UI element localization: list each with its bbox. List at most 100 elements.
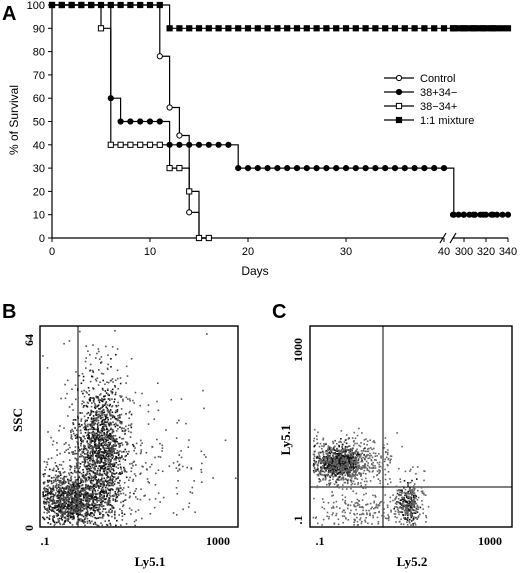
flow-b-event bbox=[58, 488, 60, 491]
flow-b-event bbox=[100, 410, 102, 413]
flow-b-event bbox=[107, 437, 109, 439]
flow-b-event bbox=[43, 482, 45, 485]
flow-b-event bbox=[110, 448, 113, 451]
flow-b-event bbox=[57, 508, 60, 511]
flow-b-event bbox=[108, 445, 110, 448]
flow-b-event bbox=[84, 420, 87, 423]
flow-b-event bbox=[80, 432, 82, 434]
flow-c-event bbox=[322, 456, 325, 458]
flow-b-event bbox=[61, 504, 64, 507]
flow-c-event bbox=[340, 470, 343, 473]
flow-b-event bbox=[113, 476, 116, 478]
flow-b-event bbox=[119, 450, 121, 452]
flow-b-event bbox=[91, 499, 94, 501]
flow-b-event bbox=[79, 471, 81, 474]
flow-b-event bbox=[92, 479, 95, 482]
flow-b-event bbox=[97, 503, 99, 506]
flow-b-event bbox=[64, 482, 66, 484]
flow-b-event bbox=[88, 493, 90, 496]
flow-b-event bbox=[102, 440, 105, 442]
flow-c-event bbox=[330, 446, 332, 449]
flow-b-event bbox=[111, 451, 113, 454]
legend-label-mixture: 1:1 mixture bbox=[420, 115, 474, 127]
flow-c-event bbox=[332, 466, 334, 468]
flow-c-event bbox=[338, 441, 340, 443]
flow-c-event bbox=[414, 524, 417, 526]
flow-c-event bbox=[335, 468, 338, 470]
flow-b-event bbox=[52, 517, 54, 520]
flow-b-event bbox=[180, 450, 182, 452]
flow-b-event bbox=[89, 370, 91, 372]
flow-b-event bbox=[84, 524, 86, 527]
flow-b-event bbox=[86, 520, 89, 523]
flow-b-event bbox=[132, 445, 135, 448]
flow-b-event bbox=[94, 438, 97, 441]
flow-b-event bbox=[55, 480, 57, 483]
flow-b-event bbox=[96, 428, 99, 431]
flow-b-event bbox=[75, 488, 77, 490]
flow-b-event bbox=[42, 355, 44, 357]
flow-b-event bbox=[64, 491, 67, 493]
flow-c-event bbox=[407, 481, 409, 484]
flow-c-event bbox=[339, 486, 341, 488]
flow-c-event bbox=[332, 472, 334, 474]
flow-c-event bbox=[356, 478, 359, 480]
flow-c-event bbox=[387, 516, 390, 519]
flow-c-event bbox=[366, 443, 368, 446]
flow-c-event bbox=[344, 462, 346, 464]
series-point-cd38pos-cd34neg bbox=[303, 165, 310, 172]
flow-b-event bbox=[77, 481, 79, 484]
flow-b-event bbox=[85, 456, 87, 459]
flow-b-event bbox=[86, 511, 89, 513]
flow-b-event bbox=[97, 449, 100, 452]
flow-b-event bbox=[77, 478, 79, 481]
flow-b-event bbox=[124, 429, 127, 431]
flow-c-event bbox=[358, 465, 361, 468]
flow-b-event bbox=[80, 382, 83, 385]
flow-b-event bbox=[102, 461, 105, 464]
flow-b-event bbox=[104, 520, 107, 523]
series-point-cd38pos-cd34neg bbox=[333, 165, 340, 172]
flow-c-event bbox=[352, 440, 355, 443]
flow-c-event bbox=[359, 517, 362, 519]
flow-b-event bbox=[114, 425, 117, 428]
flow-c-event bbox=[378, 502, 381, 505]
flow-b-event bbox=[94, 404, 97, 407]
flow-b-event bbox=[69, 503, 71, 505]
flow-c-event bbox=[414, 512, 417, 514]
flow-b-event bbox=[60, 509, 62, 512]
flow-b-event bbox=[56, 505, 59, 507]
flow-b-event bbox=[98, 504, 101, 506]
flow-c-event bbox=[381, 514, 383, 517]
flow-c-event bbox=[373, 459, 376, 461]
flow-b-event bbox=[90, 477, 93, 480]
flow-c-event bbox=[419, 513, 421, 516]
flow-b-event bbox=[117, 442, 120, 445]
flow-b-event bbox=[45, 466, 47, 468]
flow-c-event bbox=[332, 478, 334, 481]
flow-c-event bbox=[342, 477, 344, 479]
flow-b-event bbox=[98, 350, 100, 353]
flow-b-event bbox=[75, 458, 78, 460]
flow-b-event bbox=[94, 436, 96, 439]
flow-b-event bbox=[98, 358, 101, 360]
flow-b-event bbox=[70, 506, 72, 509]
flow-c-event bbox=[327, 482, 330, 485]
flow-b-event bbox=[95, 436, 98, 438]
flow-c-event bbox=[356, 465, 359, 467]
flow-c-event bbox=[327, 448, 330, 450]
flow-b-event bbox=[106, 477, 108, 479]
flow-c-event bbox=[365, 492, 367, 495]
flow-b-event bbox=[98, 434, 101, 437]
flow-c-event bbox=[326, 511, 329, 514]
flow-b-event bbox=[55, 483, 58, 485]
flow-b-event bbox=[96, 405, 99, 408]
flow-c-event bbox=[340, 459, 343, 462]
flow-b-event bbox=[104, 451, 106, 454]
flow-c-event bbox=[313, 453, 316, 456]
flow-b-event bbox=[112, 499, 114, 501]
flow-b-event bbox=[107, 393, 109, 396]
series-point-cd38pos-cd34neg bbox=[504, 211, 512, 218]
flow-b-event bbox=[112, 437, 115, 440]
flow-b-event bbox=[100, 501, 103, 503]
